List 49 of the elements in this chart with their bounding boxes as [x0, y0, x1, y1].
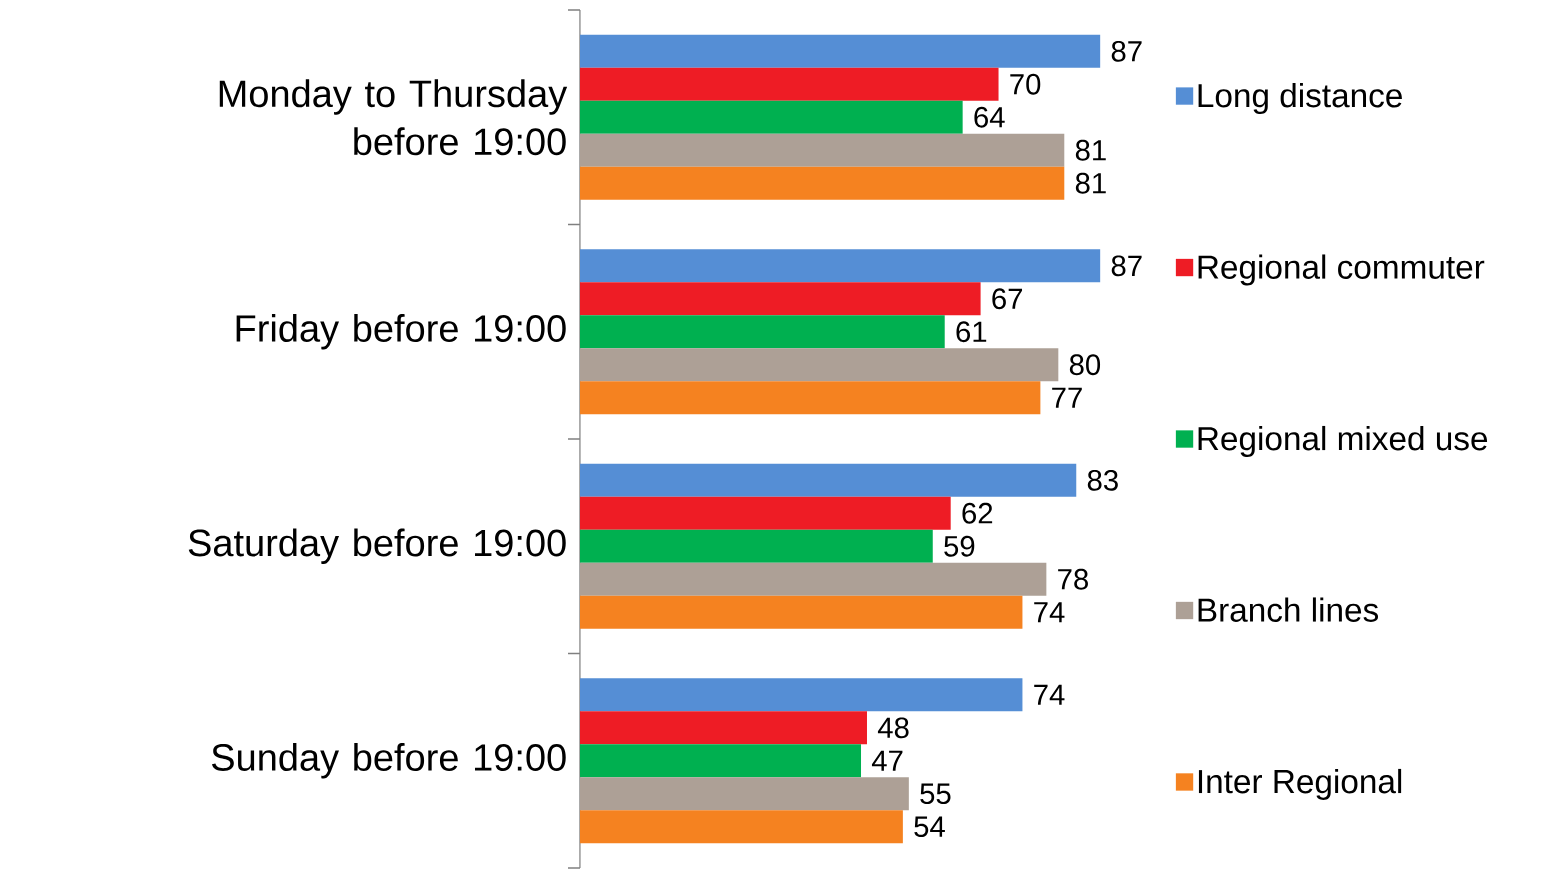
bar: [580, 100, 963, 134]
data-label: 81: [1075, 139, 1106, 161]
data-label: 87: [1111, 40, 1142, 62]
bar: [580, 166, 1065, 200]
data-label: 78: [1058, 568, 1088, 590]
bar: [580, 810, 903, 844]
bar: [580, 463, 1077, 497]
legend-label: Inter Regional: [1198, 768, 1402, 800]
data-label: 81: [1075, 172, 1106, 194]
data-label: 87: [1111, 255, 1142, 277]
legend-label: Regional mixed use: [1198, 425, 1488, 458]
legend-label: Long distance: [1198, 82, 1402, 115]
bar: [580, 678, 1023, 712]
bar: [580, 529, 933, 563]
bar: [580, 381, 1041, 415]
y-tick-label: Saturday before 19:00: [188, 528, 566, 564]
bar: [580, 315, 945, 349]
data-label: 83: [1087, 469, 1118, 491]
data-label: 80: [1069, 354, 1101, 376]
data-label: 70: [1010, 73, 1041, 95]
bar: [580, 711, 867, 745]
bar: [580, 777, 909, 811]
y-tick-label: Monday to Thursday before 19:00: [219, 79, 568, 156]
bar: [580, 348, 1059, 382]
data-label: 48: [877, 717, 909, 739]
bar: [580, 133, 1065, 167]
data-label: 67: [992, 288, 1023, 310]
legend-label: Branch lines: [1198, 597, 1379, 622]
data-label: 47: [871, 750, 903, 771]
data-label: 61: [956, 321, 987, 343]
data-label: 55: [920, 783, 951, 804]
bar: [580, 34, 1101, 68]
bar: [580, 282, 981, 316]
bar: [580, 67, 999, 101]
data-label: 59: [944, 535, 975, 557]
y-tick-label: Sunday before 19:00: [211, 743, 566, 779]
data-label: 74: [1034, 602, 1065, 623]
data-label: 54: [914, 816, 945, 837]
legend-label: Regional commuter: [1198, 254, 1485, 286]
bar: [580, 744, 862, 778]
bar: [580, 249, 1101, 283]
data-label: 74: [1034, 684, 1065, 705]
bar: [580, 595, 1023, 629]
data-label: 64: [974, 106, 1005, 128]
data-label: 62: [962, 502, 993, 524]
bar: [580, 562, 1047, 596]
bar: [580, 496, 951, 530]
y-tick-label: Friday before 19:00: [236, 314, 566, 350]
data-label: 77: [1052, 387, 1082, 408]
